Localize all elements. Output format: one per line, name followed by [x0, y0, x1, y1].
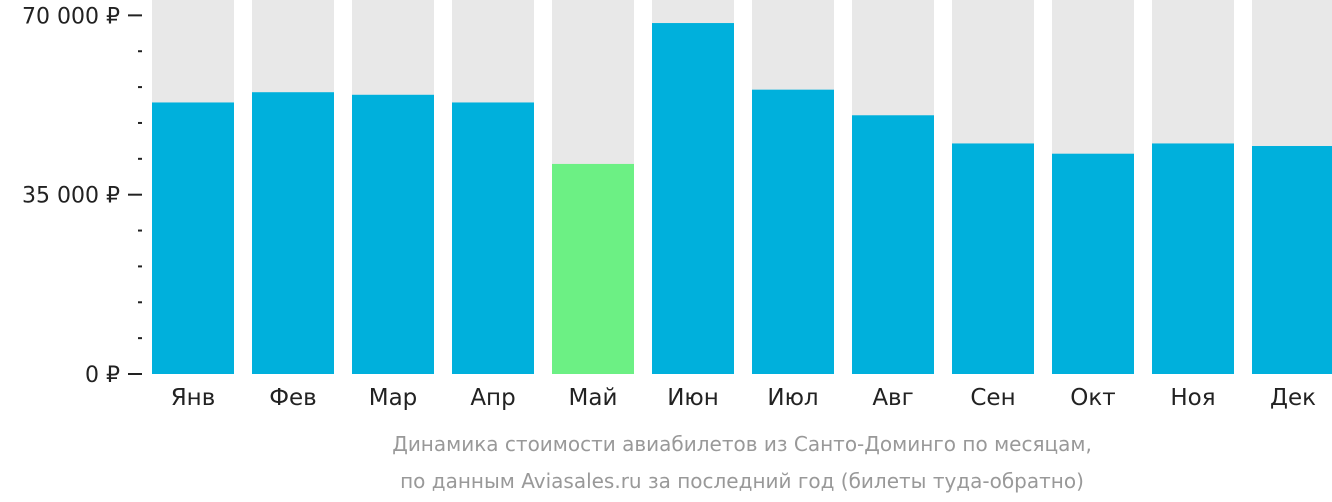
- bar-10: [1052, 153, 1134, 374]
- bar-7: [752, 89, 834, 374]
- y-tick-label: 70 000 ₽: [22, 4, 120, 29]
- x-axis: Янв Фев Мар Апр Май Июн Июл Авг Сен Окт Ноя Дек: [171, 385, 1316, 411]
- bar-5: [552, 163, 634, 374]
- x-tick-label: Ноя: [1170, 385, 1215, 411]
- bar-6: [652, 23, 734, 374]
- y-tick-label: 35 000 ₽: [22, 184, 120, 209]
- x-tick-label: Окт: [1070, 385, 1115, 411]
- bar-9: [952, 143, 1034, 374]
- bar-12: [1252, 146, 1332, 374]
- bar-11: [1152, 143, 1234, 374]
- bar-2: [252, 92, 334, 374]
- y-axis: 0 ₽ 35 000 ₽ 70 000 ₽: [22, 4, 142, 388]
- x-tick-label: Авг: [872, 385, 913, 411]
- caption-line-1: Динамика стоимости авиабилетов из Санто-…: [392, 432, 1092, 456]
- x-tick-label: Апр: [470, 385, 515, 411]
- y-tick-label: 0 ₽: [85, 363, 120, 388]
- bar-8: [852, 115, 934, 374]
- bar-3: [352, 94, 434, 374]
- bars: [152, 23, 1332, 374]
- x-tick-label: Июн: [667, 385, 719, 411]
- chart-caption: Динамика стоимости авиабилетов из Санто-…: [392, 432, 1092, 493]
- x-tick-label: Янв: [171, 385, 216, 411]
- bar-4: [452, 102, 534, 374]
- x-tick-label: Сен: [970, 385, 1015, 411]
- x-tick-label: Май: [569, 385, 618, 411]
- x-tick-label: Мар: [369, 385, 418, 411]
- bar-1: [152, 102, 234, 374]
- x-tick-label: Дек: [1270, 385, 1316, 411]
- x-tick-label: Фев: [269, 385, 317, 411]
- x-tick-label: Июл: [767, 385, 818, 411]
- caption-line-2: по данным Aviasales.ru за последний год …: [400, 469, 1084, 493]
